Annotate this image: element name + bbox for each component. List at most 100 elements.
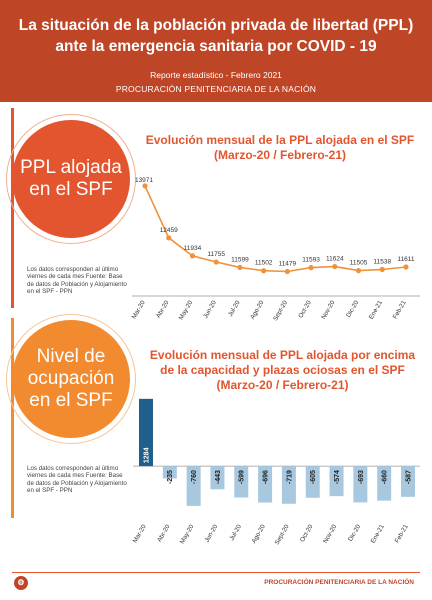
chart1-title-line2: (Marzo-20 / Febrero-21): [213, 148, 347, 162]
chart2-tick-label: Feb-21: [394, 523, 410, 544]
chart1-data-label: 11505: [350, 260, 368, 267]
chart2-data-label: -719: [286, 470, 293, 484]
chart2-bar: [139, 398, 153, 467]
chart2-bar: [353, 466, 368, 503]
chart1-series-line: [144, 185, 407, 273]
footer-org: PROCURACIÓN PENITENCIARIA DE LA NACIÓN: [264, 579, 414, 586]
chart1-tick-label: May-20: [178, 299, 195, 321]
footer-divider: [12, 572, 420, 573]
chart1-data-label: 11538: [373, 259, 391, 266]
chart1-point: [261, 268, 267, 274]
chart1-title: Evolución mensual de la PPL alojada en e…: [130, 133, 430, 163]
chart2-tick-label: May-20: [179, 523, 196, 545]
chart2-data-label: -599: [239, 470, 246, 484]
chart1-tick-label: Jun-20: [202, 299, 218, 320]
chart2-data-label: -693: [358, 470, 365, 484]
chart2-data-label: -443: [215, 470, 222, 484]
chart1-tick-label: Mar-20: [131, 299, 147, 320]
chart2-bar: [329, 466, 344, 497]
chart2-tick-label: Ene-21: [370, 523, 386, 545]
chart1-data-label: 11502: [255, 260, 273, 267]
header-banner: La situación de la población privada de …: [0, 0, 432, 102]
header-org: PROCURACIÓN PENITENCIARIA DE LA NACIÓN: [115, 84, 317, 94]
chart2-bar: [162, 466, 177, 479]
section2-note: Los datos corresponden al último viernes…: [27, 465, 127, 494]
chart1-point: [142, 183, 148, 189]
chart2-bar: [234, 466, 249, 498]
chart2-title: Evolución mensual de PPL alojada por enc…: [135, 348, 430, 393]
chart1-data-label: 11599: [231, 256, 249, 263]
section2-label: Nivel de ocupación en el SPF: [27, 346, 115, 411]
chart2-bar: [401, 466, 415, 497]
page-title: La situación de la población privada de …: [10, 15, 422, 57]
chart1-tick-label: Abr-20: [155, 299, 171, 319]
chart1-data-label: 11479: [279, 261, 297, 268]
chart1-tick-label: Nov-20: [320, 299, 336, 321]
chart1-point: [166, 235, 172, 241]
chart1-point: [332, 263, 338, 270]
chart1-point: [237, 264, 243, 271]
section1-label: PPL alojada en el SPF: [20, 157, 122, 200]
chart1-title-line1: Evolución mensual de la PPL alojada en e…: [145, 133, 415, 147]
chart1-data-label: 12459: [160, 227, 178, 234]
chart1-point: [308, 265, 314, 271]
chart2-tick-label: Sept-20: [274, 523, 291, 546]
chart2-title-line1: Evolución mensual de PPL alojada por enc…: [149, 348, 416, 362]
chart2-tick-label: Jul-20: [228, 523, 243, 542]
section2-circle: Nivel de ocupación en el SPF: [12, 320, 130, 438]
chart1-tick-label: Oct-20: [297, 299, 313, 319]
chart2-bar: [210, 466, 225, 490]
chart1-point: [213, 259, 219, 265]
ppn-logo-icon: ⚙: [14, 576, 28, 590]
chart2-tick-label: Nov-20: [322, 523, 338, 545]
section2-accent-line: [11, 318, 14, 518]
chart2-tick-label: Mar-20: [132, 523, 148, 544]
section2-ring: [6, 314, 136, 444]
chart2-tick-label: Dic-20: [347, 523, 362, 543]
chart2-data-label: -660: [382, 470, 389, 484]
chart1-tick-label: Dic-20: [345, 299, 360, 319]
chart2-title-line2: de la capacidad y plazas ociosas en el S…: [160, 363, 405, 377]
chart1-data-label: 11755: [207, 251, 225, 258]
chart1-data-label: 11593: [302, 257, 320, 264]
chart1-data-label: 11934: [184, 245, 202, 252]
chart1-tick-label: Sept-20: [272, 299, 289, 322]
chart2-data-label: -574: [334, 470, 341, 484]
chart2-bar: [281, 466, 296, 504]
chart2-data-label: -760: [191, 470, 198, 484]
chart1-data-label: 11624: [326, 256, 344, 263]
chart2-bar: [186, 466, 201, 506]
chart2-data-label: -587: [405, 470, 412, 484]
chart2-data-label: 1284: [143, 447, 150, 463]
chart2-tick-label: Oct-20: [299, 523, 315, 543]
chart1-point: [403, 264, 409, 270]
page-title-line1: La situación de la población privada de …: [18, 17, 414, 34]
chart2-tick-label: Ago-20: [251, 523, 267, 545]
chart2-title-line3: (Marzo-20 / Febrero-21): [216, 378, 349, 392]
section1-ring: [6, 114, 136, 244]
chart2-data-label: -235: [167, 470, 174, 484]
chart2-bar: [377, 466, 392, 501]
chart1-point: [379, 266, 385, 273]
chart1-data-label: 13971: [135, 177, 153, 184]
chart2-data-label: -696: [262, 470, 269, 484]
chart1-point: [189, 253, 196, 259]
chart2-bar: [258, 466, 273, 503]
chart1-point: [355, 268, 362, 274]
chart1-tick-label: Feb-21: [392, 299, 408, 320]
chart2-data-label: -605: [310, 470, 317, 484]
page-title-line2: ante la emergencia sanitaria por COVID -…: [55, 38, 377, 55]
report-subtitle: Reporte estadístico - Febrero 2021: [150, 70, 282, 80]
chart2-tick-label: Abr-20: [156, 523, 172, 543]
chart1-tick-label: Ago-20: [249, 299, 265, 321]
chart1-data-label: 11611: [397, 256, 414, 263]
section1-note: Los datos corresponden al último viernes…: [27, 266, 127, 295]
section1-circle: PPL alojada en el SPF: [12, 120, 130, 238]
chart2-bar: [305, 466, 320, 498]
chart2-tick-label: Jun-20: [203, 523, 219, 544]
chart1-tick-label: Ene-21: [368, 299, 384, 321]
chart1-point: [284, 268, 290, 275]
chart1-tick-label: Jul-20: [227, 299, 242, 318]
